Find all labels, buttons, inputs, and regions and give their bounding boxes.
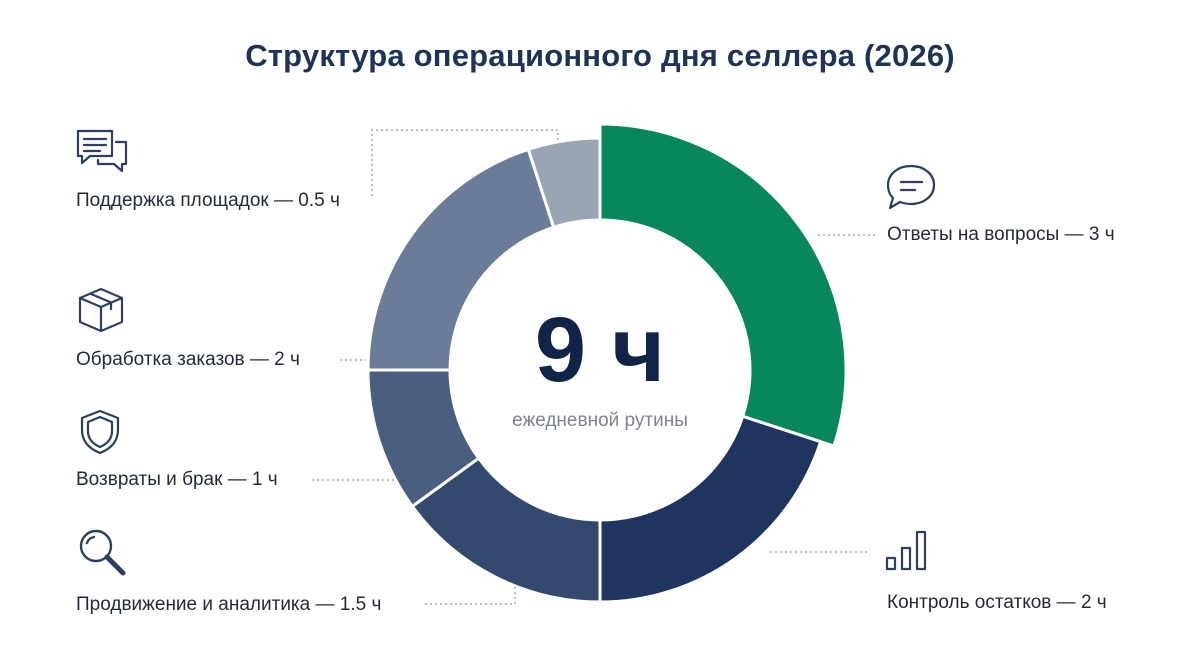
chart-title: Структура операционного дня селлера (202… [245,38,955,73]
chat-bubble-icon [886,164,936,210]
leader-line-promo [425,585,516,605]
slice-support [526,136,602,229]
chat-bubbles-icon [76,129,128,173]
label-returns: Возвраты и брак — 1 ч [76,469,278,490]
center-disc [468,238,732,502]
label-answers: Ответы на вопросы — 3 ч [887,224,1115,245]
label-promo: Продвижение и аналитика — 1.5 ч [76,594,382,615]
magnifier-icon [79,529,126,576]
label-support: Поддержка площадок — 0.5 ч [76,190,340,211]
total-caption: ежедневной рутины [512,410,688,431]
inner-ring [450,220,750,520]
slice-answers [598,122,848,448]
bar-chart-icon [885,530,927,571]
label-orders: Обработка заказов — 2 ч [76,349,300,370]
box-icon [78,287,124,333]
total-value: 9 ч [534,299,666,401]
shield-icon [80,409,120,455]
label-stock: Контроль остатков — 2 ч [887,592,1107,613]
